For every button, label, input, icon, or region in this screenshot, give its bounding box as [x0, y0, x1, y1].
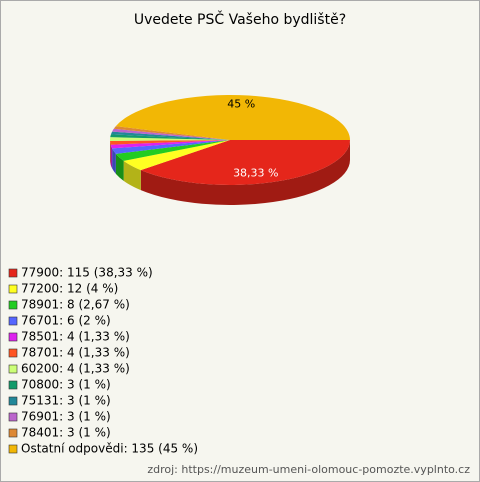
slice-side — [115, 153, 124, 181]
data-label: 45 % — [227, 97, 255, 110]
legend-label: 76701: 6 (2 %) — [21, 314, 111, 328]
slice — [112, 140, 230, 154]
legend-swatch — [8, 300, 18, 310]
slice — [110, 140, 230, 145]
legend-swatch — [8, 412, 18, 422]
legend-label: 78701: 4 (1,33 %) — [21, 346, 130, 360]
legend-swatch — [8, 444, 18, 454]
slice — [110, 140, 230, 149]
legend-swatch — [8, 380, 18, 390]
legend-label: 75131: 3 (1 %) — [21, 394, 111, 408]
slice — [110, 137, 230, 141]
source: zdroj: https://muzeum-umeni-olomouc-pomo… — [147, 463, 470, 476]
slice-side — [110, 140, 111, 165]
legend-label: 77200: 12 (4 %) — [21, 282, 118, 296]
legend-label: 60200: 4 (1,33 %) — [21, 362, 130, 376]
legend-label: 78401: 3 (1 %) — [21, 426, 111, 440]
data-label: 38,33 % — [233, 167, 278, 180]
slice — [115, 94, 350, 140]
legend-swatch — [8, 332, 18, 342]
legend-swatch — [8, 348, 18, 358]
legend-swatch — [8, 284, 18, 294]
chart-title: Uvedete PSČ Vašeho bydliště? — [134, 10, 346, 28]
legend-swatch — [8, 428, 18, 438]
slice — [110, 134, 230, 140]
slice — [113, 126, 230, 140]
legend-swatch — [8, 396, 18, 406]
legend-label: 76901: 3 (1 %) — [21, 410, 111, 424]
legend-swatch — [8, 364, 18, 374]
legend-label: 78901: 8 (2,67 %) — [21, 298, 130, 312]
legend-label: 77900: 115 (38,33 %) — [21, 266, 153, 280]
slice — [110, 131, 230, 140]
slice — [115, 140, 230, 161]
slice-side — [140, 140, 350, 205]
slice-side — [112, 148, 116, 174]
slice-side — [123, 160, 141, 191]
slice — [140, 140, 350, 185]
legend-label: 70800: 3 (1 %) — [21, 378, 111, 392]
slice — [112, 128, 230, 140]
legend-swatch — [8, 316, 18, 326]
slice — [123, 140, 230, 171]
legend-label: Ostatní odpovědi: 135 (45 %) — [21, 442, 198, 456]
legend-swatch — [8, 268, 18, 278]
legend-label: 78501: 4 (1,33 %) — [21, 330, 130, 344]
slice-side — [110, 144, 113, 169]
